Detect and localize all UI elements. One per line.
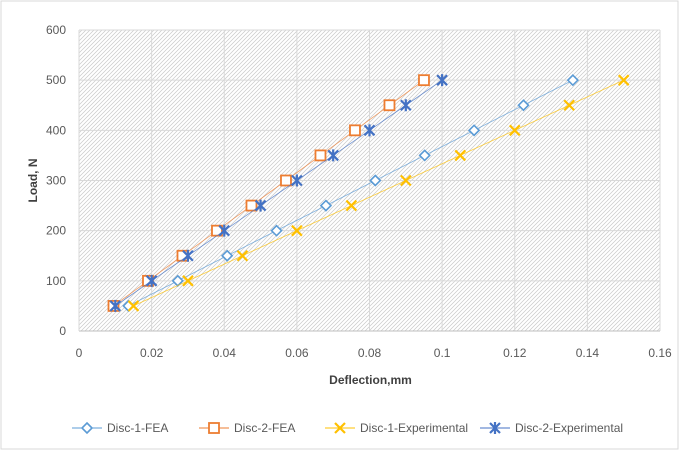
series-layer [107,74,630,313]
series-line [128,79,574,307]
legend-marker [334,422,346,434]
series-disc-1-experimental [127,74,630,312]
x-tick-label: 0.08 [358,346,382,360]
data-point [327,149,339,162]
data-point [566,74,579,87]
data-point [617,74,630,86]
series-line [113,79,425,307]
data-point [400,99,412,112]
data-point [236,249,249,262]
data-point [319,199,333,212]
data-point [314,149,327,162]
x-tick-label: 0 [76,346,83,360]
data-point [349,124,361,137]
y-tick-label: 0 [59,324,66,338]
data-point [383,99,396,112]
legend: Disc-1-FEA Disc-2-FEA Disc-1-Experimental D… [72,421,623,435]
data-point [270,224,283,237]
data-point [182,275,194,287]
legend-marker [80,421,94,435]
data-point [107,300,120,312]
data-point [363,124,376,137]
series-line [133,79,624,307]
y-tick-label: 400 [46,123,66,137]
legend-label: Disc-2-FEA [234,421,295,435]
data-point [145,274,158,287]
x-tick-label: 0.04 [213,346,237,360]
legend-label: Disc-2-Experimental [515,421,623,435]
data-point [280,174,292,187]
x-tick-label: 0.1 [434,346,451,360]
data-point [109,299,122,312]
data-point [418,74,430,87]
legend-label: Disc-1-Experimental [360,421,468,435]
x-axis-title: Deflection,mm [329,373,412,387]
data-point [418,149,431,162]
series-line [115,79,443,307]
legend-marker [208,422,220,434]
data-point [517,99,530,112]
legend-label: Disc-1-FEA [107,421,168,435]
x-tick-label: 0.16 [648,346,672,360]
y-tick-label: 500 [46,73,66,87]
data-point [563,99,575,112]
y-tick-label: 200 [46,224,66,238]
legend-item: Disc-1-FEA [72,421,168,435]
data-point [127,300,140,312]
data-point [508,124,521,137]
series-disc-1-fea [122,74,579,313]
y-tick-label: 300 [46,174,66,188]
x-tick-label: 0.02 [140,346,164,360]
data-point [291,224,303,237]
data-point [400,174,412,187]
data-point [436,74,448,87]
legend-marker [489,422,501,434]
y-tick-label: 600 [46,23,66,37]
data-point [345,199,358,212]
legend-item: Disc-2-FEA [199,421,295,435]
legend-item: Disc-2-Experimental [480,421,623,435]
data-point [369,174,382,187]
x-tick-label: 0.06 [285,346,309,360]
data-point [467,124,481,137]
data-point [291,174,303,187]
y-axis-title: Load, N [26,159,40,203]
x-tick-label: 0.14 [576,346,600,360]
data-point [245,199,258,212]
y-tick-label: 100 [46,274,66,288]
series-disc-2-experimental [109,74,448,312]
data-point [221,249,234,262]
legend-item: Disc-1-Experimental [325,421,468,435]
x-tick-label: 0.12 [503,346,527,360]
data-point [454,149,467,162]
data-point [254,199,267,212]
data-point [218,224,231,237]
axes: 0 100 200 300 400 500 600 0 0.02 0.04 0.06 0.08 0.1 0… [46,23,672,360]
data-point [182,249,194,262]
